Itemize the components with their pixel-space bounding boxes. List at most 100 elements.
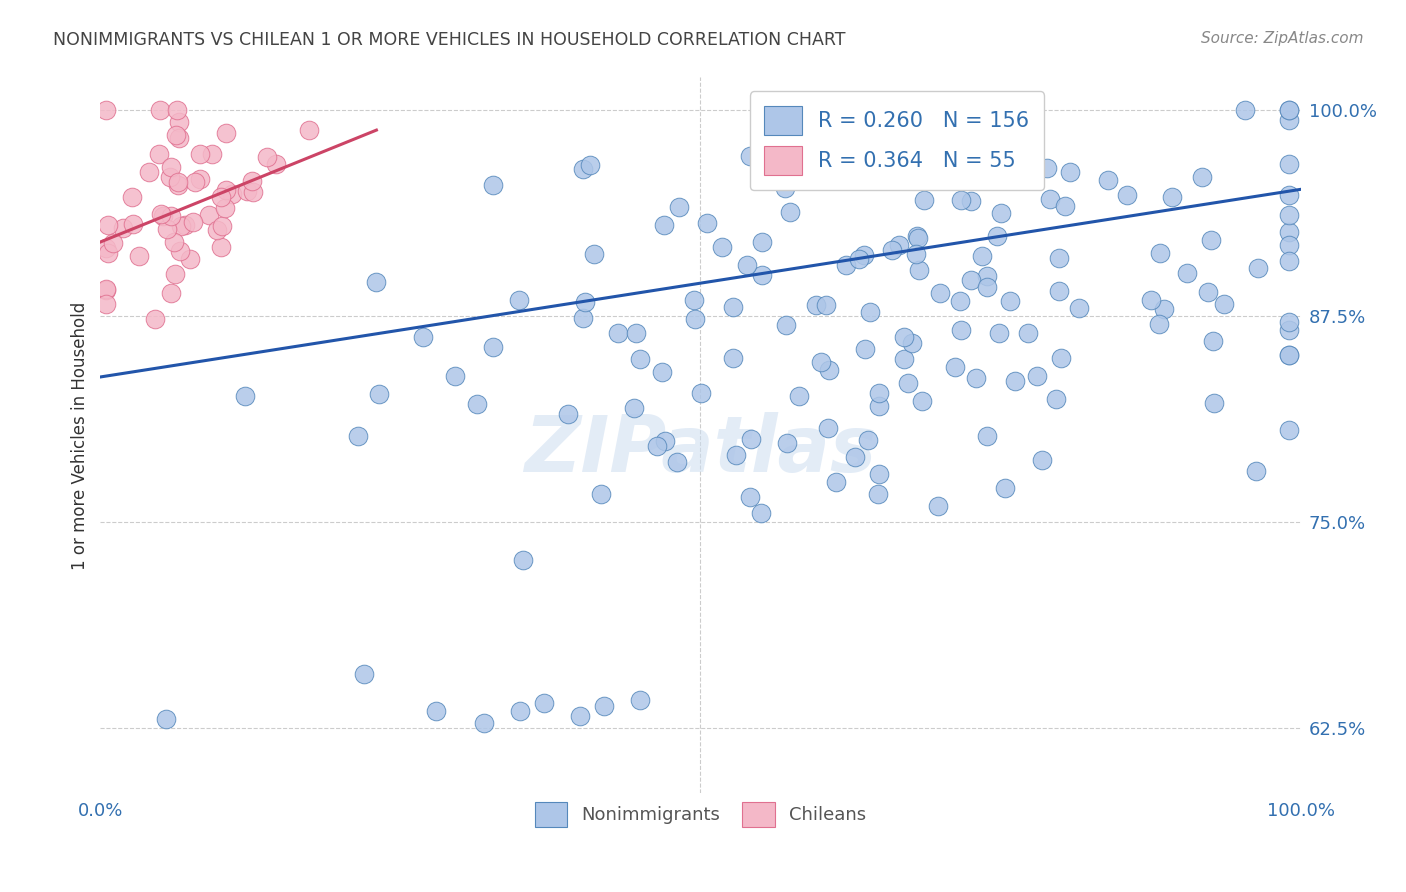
Point xyxy=(165,128,187,143)
Point xyxy=(571,162,593,177)
Point xyxy=(1202,334,1225,348)
Point xyxy=(121,218,143,232)
Point xyxy=(859,304,882,318)
Point xyxy=(965,159,987,173)
Point xyxy=(364,275,387,289)
Point xyxy=(169,219,191,234)
Point xyxy=(572,311,595,326)
Point xyxy=(233,389,256,403)
Point xyxy=(607,326,630,341)
Point xyxy=(166,103,188,118)
Point xyxy=(155,712,177,726)
Point xyxy=(211,219,233,234)
Point xyxy=(905,228,928,243)
Point xyxy=(1212,297,1234,311)
Point xyxy=(1278,103,1301,118)
Legend: Nonimmigrants, Chileans: Nonimmigrants, Chileans xyxy=(527,795,873,834)
Point xyxy=(96,242,118,256)
Point xyxy=(1278,348,1301,362)
Point xyxy=(167,178,190,192)
Point xyxy=(775,318,797,332)
Point xyxy=(907,231,929,245)
Point xyxy=(152,209,174,223)
Point xyxy=(779,205,801,219)
Point xyxy=(1115,188,1137,202)
Point xyxy=(666,455,689,469)
Point xyxy=(121,190,143,204)
Point xyxy=(942,162,965,177)
Point xyxy=(929,286,952,301)
Point xyxy=(242,174,264,188)
Point xyxy=(924,103,946,118)
Point xyxy=(1097,173,1119,187)
Point xyxy=(801,142,824,156)
Point xyxy=(905,246,928,260)
Point xyxy=(1140,293,1163,308)
Point xyxy=(624,326,647,341)
Point xyxy=(897,376,920,390)
Point xyxy=(682,293,704,307)
Point xyxy=(569,709,592,723)
Point xyxy=(623,401,645,416)
Point xyxy=(775,436,797,450)
Point xyxy=(901,336,924,351)
Point xyxy=(976,268,998,283)
Point xyxy=(927,499,949,513)
Point xyxy=(412,330,434,344)
Point xyxy=(988,326,1011,340)
Point xyxy=(481,178,503,193)
Point xyxy=(911,394,934,409)
Point xyxy=(645,439,668,453)
Point xyxy=(1278,156,1301,170)
Point xyxy=(112,221,135,235)
Point xyxy=(1202,396,1225,410)
Point xyxy=(810,355,832,369)
Point xyxy=(160,286,183,301)
Point xyxy=(844,450,866,464)
Point xyxy=(866,487,889,501)
Point xyxy=(685,312,707,326)
Point xyxy=(214,201,236,215)
Point xyxy=(724,448,747,462)
Point xyxy=(848,252,870,267)
Text: ZIPatlas: ZIPatlas xyxy=(524,412,876,488)
Point xyxy=(1147,317,1170,331)
Text: Source: ZipAtlas.com: Source: ZipAtlas.com xyxy=(1201,31,1364,46)
Point xyxy=(160,160,183,174)
Point xyxy=(654,218,676,232)
Point xyxy=(804,298,827,312)
Point xyxy=(1039,192,1062,206)
Point xyxy=(1191,169,1213,184)
Point xyxy=(1047,252,1070,266)
Point xyxy=(630,692,652,706)
Point xyxy=(1161,189,1184,203)
Point xyxy=(150,207,173,221)
Point xyxy=(1278,225,1301,239)
Point xyxy=(773,181,796,195)
Point xyxy=(173,218,195,232)
Point xyxy=(976,429,998,443)
Point xyxy=(787,389,810,403)
Point xyxy=(169,244,191,258)
Y-axis label: 1 or more Vehicles in Household: 1 or more Vehicles in Household xyxy=(72,301,89,569)
Point xyxy=(751,268,773,282)
Point xyxy=(148,146,170,161)
Point xyxy=(868,467,890,481)
Point xyxy=(1175,266,1198,280)
Point xyxy=(574,295,596,310)
Point xyxy=(1049,351,1071,366)
Point xyxy=(825,475,848,490)
Point xyxy=(1278,423,1301,437)
Point xyxy=(557,407,579,421)
Point xyxy=(976,280,998,294)
Point xyxy=(817,363,839,377)
Point xyxy=(1047,284,1070,298)
Point xyxy=(815,298,838,312)
Point xyxy=(835,258,858,272)
Point xyxy=(242,185,264,199)
Point xyxy=(859,118,882,132)
Point xyxy=(1278,113,1301,128)
Point xyxy=(591,487,613,501)
Point xyxy=(209,190,232,204)
Point xyxy=(583,246,606,260)
